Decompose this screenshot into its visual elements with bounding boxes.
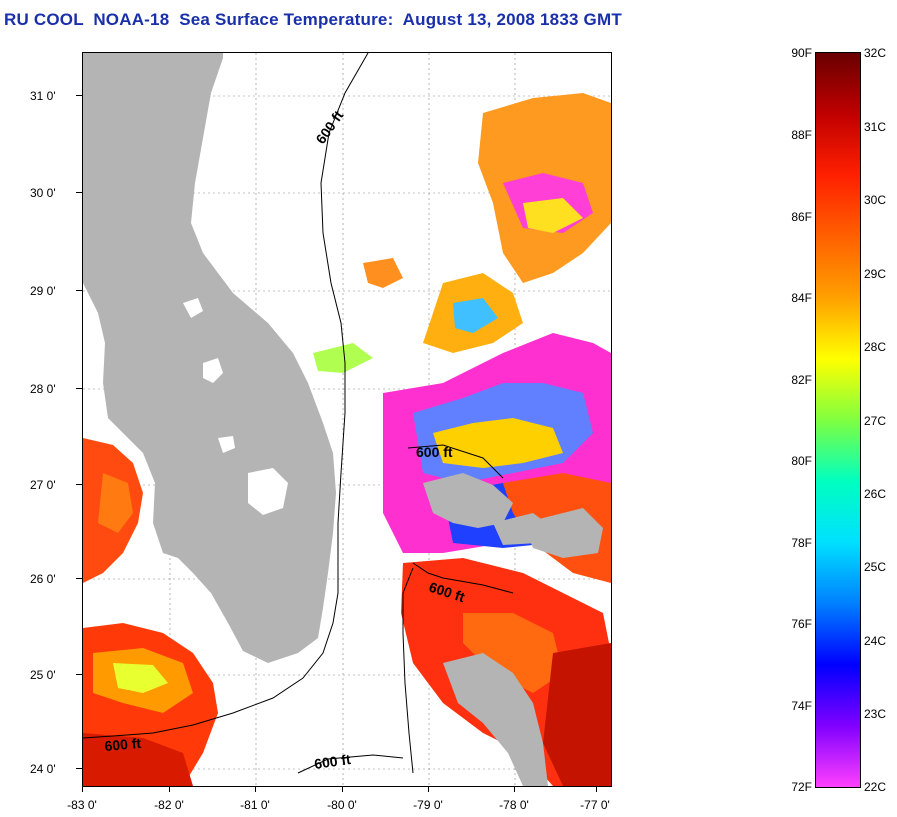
contour-label-5: 600 ft bbox=[313, 751, 352, 772]
lat-label: 25 0' bbox=[30, 668, 56, 682]
colorbar-c-label: 28C bbox=[864, 340, 887, 354]
colorbar-f-label: 88F bbox=[791, 128, 812, 142]
colorbar-c-label: 25C bbox=[864, 560, 887, 574]
colorbar-c-label: 30C bbox=[864, 193, 887, 207]
lat-tick bbox=[76, 578, 82, 579]
colorbar-f-label: 76F bbox=[791, 617, 812, 631]
lat-label: 24 0' bbox=[30, 762, 56, 776]
lon-label: -79 0' bbox=[413, 798, 443, 812]
lon-tick bbox=[255, 786, 256, 792]
lon-tick bbox=[428, 786, 429, 792]
temperature-colorbar bbox=[815, 52, 861, 788]
colorbar-c-label: 26C bbox=[864, 487, 887, 501]
lat-label: 29 0' bbox=[30, 284, 56, 298]
contour-lines bbox=[83, 53, 514, 774]
lat-label: 27 0' bbox=[30, 478, 56, 492]
colorbar-f-label: 86F bbox=[791, 210, 812, 224]
lat-tick bbox=[76, 95, 82, 96]
sst-north-patches bbox=[313, 93, 611, 373]
lon-label: -77 0' bbox=[580, 798, 610, 812]
map-title: RU COOL NOAA-18 Sea Surface Temperature:… bbox=[4, 10, 622, 29]
lat-tick bbox=[76, 484, 82, 485]
colorbar-c-label: 24C bbox=[864, 634, 887, 648]
colorbar-c-label: 32C bbox=[864, 46, 887, 60]
colorbar-f-label: 72F bbox=[791, 780, 812, 794]
lat-tick bbox=[76, 674, 82, 675]
contour-label-4: 600 ft bbox=[104, 735, 142, 754]
colorbar-c-label: 27C bbox=[864, 414, 887, 428]
colorbar-c-label: 29C bbox=[864, 267, 887, 281]
lat-label: 30 0' bbox=[30, 186, 56, 200]
colorbar-c-label: 23C bbox=[864, 707, 887, 721]
lon-label: -82 0' bbox=[154, 798, 184, 812]
lon-tick bbox=[342, 786, 343, 792]
lakes bbox=[183, 298, 288, 515]
lon-label: -78 0' bbox=[499, 798, 529, 812]
colorbar-f-label: 90F bbox=[791, 46, 812, 60]
colorbar-f-label: 74F bbox=[791, 699, 812, 713]
sst-map: 600 ft 600 ft 600 ft 600 ft 600 ft bbox=[83, 53, 611, 786]
contour-label-2: 600 ft bbox=[416, 444, 453, 460]
lon-label: -80 0' bbox=[327, 798, 357, 812]
lat-tick bbox=[76, 768, 82, 769]
lat-tick bbox=[76, 192, 82, 193]
lat-tick bbox=[76, 290, 82, 291]
colorbar-f-label: 82F bbox=[791, 373, 812, 387]
lat-label: 31 0' bbox=[30, 89, 56, 103]
contour-label-1: 600 ft bbox=[312, 107, 346, 146]
lon-tick bbox=[514, 786, 515, 792]
colorbar-f-label: 84F bbox=[791, 291, 812, 305]
lat-label: 26 0' bbox=[30, 572, 56, 586]
colorbar-f-label: 80F bbox=[791, 454, 812, 468]
colorbar-c-label: 22C bbox=[864, 780, 887, 794]
colorbar-c-label: 31C bbox=[864, 120, 887, 134]
lon-label: -83 0' bbox=[67, 798, 97, 812]
colorbar-f-label: 78F bbox=[791, 536, 812, 550]
lat-tick bbox=[76, 388, 82, 389]
lon-tick bbox=[596, 786, 597, 792]
sst-gulf-patches bbox=[83, 438, 218, 786]
lon-label: -81 0' bbox=[240, 798, 270, 812]
lat-label: 28 0' bbox=[30, 382, 56, 396]
map-panel[interactable]: 600 ft 600 ft 600 ft 600 ft 600 ft bbox=[82, 52, 612, 787]
lon-tick bbox=[82, 786, 83, 792]
lon-tick bbox=[169, 786, 170, 792]
